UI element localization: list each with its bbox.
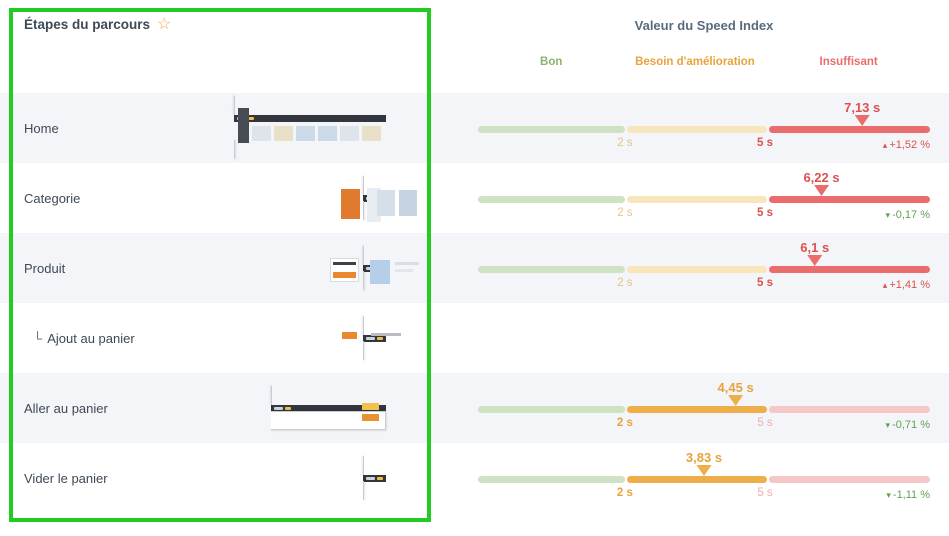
journey-step-label: Vider le panier: [24, 470, 108, 486]
page-thumbnail[interactable]: [342, 315, 401, 360]
gauge-marker-icon: [854, 115, 870, 126]
speed-index-gauge: 4,45 s 2 s 5 s ▾ -0,71 %: [478, 373, 930, 443]
page-thumbnail[interactable]: [341, 175, 417, 222]
journey-step-cell: Aller au panier: [0, 373, 430, 443]
speed-index-value: 4,45 s: [717, 380, 754, 395]
star-icon[interactable]: ☆: [157, 16, 172, 33]
journey-step-cell: Produit: [0, 233, 430, 303]
journey-step-cell: Categorie: [0, 163, 430, 233]
substep-branch-icon: └: [33, 330, 43, 346]
speed-index-header: Valeur du Speed Index Bon Besoin d'améli…: [478, 0, 930, 93]
zone-label-good: Bon: [540, 56, 563, 68]
trend-down-icon: ▾: [885, 420, 891, 430]
gauge-bar: [478, 196, 930, 203]
journey-steps-title: Étapes du parcours ☆: [24, 16, 172, 33]
gauge-ticks: 2 s 5 s ▾ -1,11 %: [478, 487, 930, 503]
journey-step-label: Aller au panier: [24, 400, 108, 416]
gauge-zone-improve: [626, 266, 767, 273]
gauge-zone-poor: [769, 476, 930, 483]
gauge-bar: [478, 266, 930, 273]
speed-index-gauge: 7,13 s 2 s 5 s ▴ +1,52 %: [478, 93, 930, 163]
gauge-zone-improve: [626, 196, 767, 203]
tick-2s: 2 s: [616, 417, 633, 429]
gauge-zone-poor: [769, 406, 930, 413]
journey-step-label: Categorie: [24, 190, 81, 206]
journey-step-label: Produit: [24, 260, 66, 276]
speed-index-gauge: 6,1 s 2 s 5 s ▴ +1,41 %: [478, 233, 930, 303]
gauge-zone-improve: [626, 406, 767, 413]
journey-row-categorie: Categorie 6,22 s 2 s 5 s ▾ -0,17 %: [0, 163, 949, 233]
gauge-bar: [478, 476, 930, 483]
journey-step-label: └ Ajout au panier: [33, 330, 135, 346]
gauge-zone-good: [478, 476, 625, 483]
gauge-marker-icon: [807, 255, 823, 266]
gauge-ticks: 2 s 5 s ▴ +1,52 %: [478, 137, 930, 153]
journey-row-aller-au-panier: Aller au panier 4,45 s 2 s 5 s ▾ -0,71 %: [0, 373, 949, 443]
speed-index-value: 6,1 s: [800, 240, 830, 255]
trend-value: ▾ -1,11 %: [886, 489, 930, 501]
tick-2s: 2 s: [617, 277, 633, 289]
journey-step-cell: Home: [0, 93, 430, 163]
gauge-zone-improve: [626, 126, 767, 133]
tick-2s: 2 s: [617, 137, 633, 149]
gauge-bar: [478, 126, 930, 133]
tick-5s: 5 s: [757, 277, 774, 289]
tick-5s: 5 s: [757, 487, 773, 499]
gauge-zone-good: [478, 196, 625, 203]
trend-down-icon: ▾: [886, 490, 891, 500]
gauge-zone-good: [478, 406, 625, 413]
speed-index-gauge: 6,22 s 2 s 5 s ▾ -0,17 %: [478, 163, 930, 233]
speed-index-gauge: 3,83 s 2 s 5 s ▾ -1,11 %: [478, 443, 930, 513]
journey-row-ajout-au-panier: └ Ajout au panier: [0, 303, 949, 373]
gauge-bar: [478, 406, 930, 413]
speed-index-value: 7,13 s: [844, 100, 881, 115]
page-thumbnail[interactable]: [363, 455, 386, 500]
gauge-zone-poor: [769, 266, 930, 273]
page-thumbnail[interactable]: [330, 245, 419, 290]
gauge-marker-icon: [696, 465, 712, 476]
journey-step-cell: Vider le panier: [0, 443, 430, 513]
gauge-zone-good: [478, 266, 625, 273]
trend-value: ▾ -0,71 %: [885, 419, 930, 431]
zone-label-improve: Besoin d'amélioration: [635, 56, 755, 68]
speed-index-value: 6,22 s: [803, 170, 840, 185]
gauge-ticks: 2 s 5 s ▴ +1,41 %: [478, 277, 930, 293]
speed-index-value: 3,83 s: [685, 450, 723, 465]
journey-step-cell: └ Ajout au panier: [0, 303, 430, 373]
gauge-zone-good: [478, 126, 625, 133]
gauge-ticks: 2 s 5 s ▾ -0,17 %: [478, 207, 930, 223]
gauge-ticks: 2 s 5 s ▾ -0,71 %: [478, 417, 930, 433]
zone-label-poor: Insuffisant: [819, 56, 878, 68]
journey-step-label: Home: [24, 120, 59, 136]
journey-row-vider-le-panier: Vider le panier 3,83 s 2 s 5 s ▾ -1,11 %: [0, 443, 949, 513]
trend-value: ▴ +1,52 %: [882, 139, 930, 151]
tick-5s: 5 s: [757, 137, 774, 149]
journey-row-produit: Produit 6,1 s 2 s 5 s ▴ +1,41 %: [0, 233, 949, 303]
trend-down-icon: ▾: [885, 210, 891, 220]
gauge-zone-poor: [769, 196, 930, 203]
trend-up-icon: ▴: [882, 140, 888, 150]
trend-value: ▴ +1,41 %: [882, 279, 930, 291]
tick-5s: 5 s: [757, 417, 773, 429]
tick-2s: 2 s: [617, 207, 633, 219]
speed-index-title: Valeur du Speed Index: [634, 18, 774, 33]
tick-2s: 2 s: [616, 487, 633, 499]
tick-5s: 5 s: [757, 207, 774, 219]
table-header: Étapes du parcours ☆ Valeur du Speed Inde…: [0, 0, 949, 93]
journey-row-home: Home 7,13 s 2 s 5 s ▴ +1,52 %: [0, 93, 949, 163]
gauge-zone-improve: [626, 476, 767, 483]
trend-up-icon: ▴: [882, 280, 888, 290]
gauge-marker-icon: [728, 395, 744, 406]
page-thumbnail[interactable]: [234, 96, 386, 159]
page-thumbnail[interactable]: [271, 385, 386, 430]
gauge-zone-poor: [769, 126, 930, 133]
gauge-marker-icon: [814, 185, 830, 196]
trend-value: ▾ -0,17 %: [885, 209, 930, 221]
